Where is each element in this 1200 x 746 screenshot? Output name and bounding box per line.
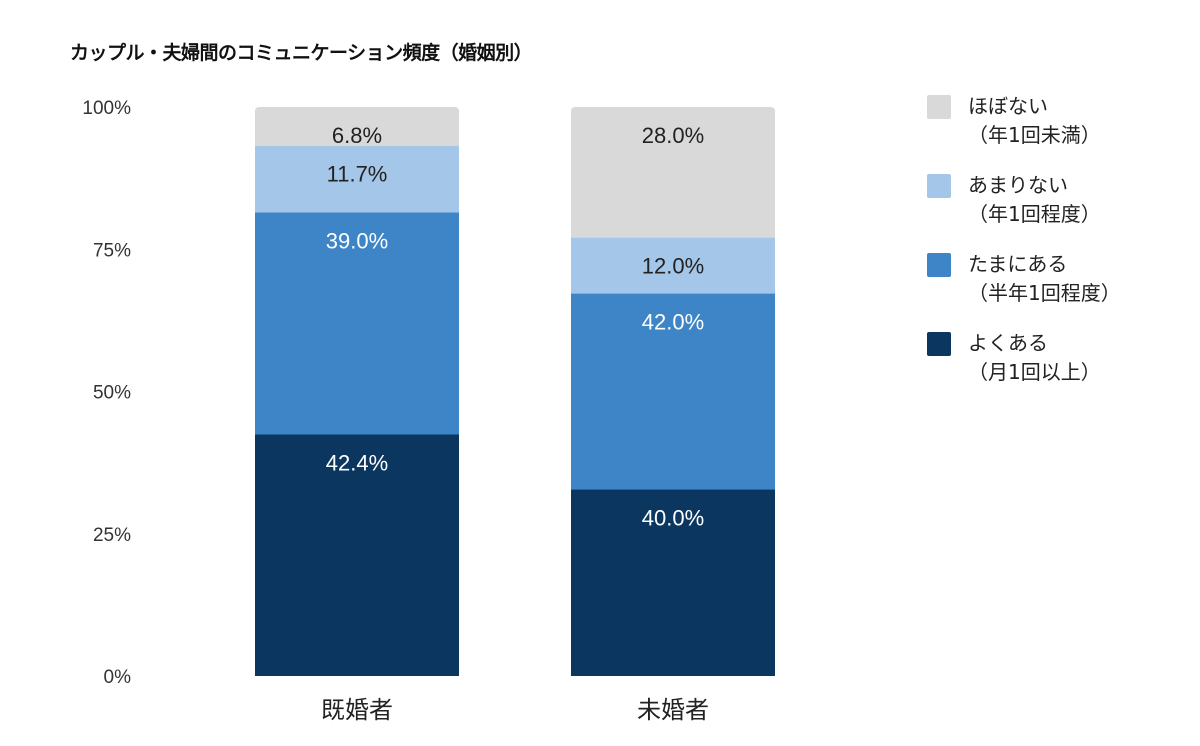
legend-label-main: よくある (968, 331, 1048, 355)
data-label: 42.0% (642, 310, 704, 335)
data-label: 42.4% (326, 451, 388, 476)
legend-label-main: ほぼない (968, 94, 1048, 118)
y-tick-label: 25% (93, 525, 131, 546)
y-tick-label: 100% (82, 98, 131, 119)
data-label: 40.0% (642, 505, 704, 530)
y-tick-label: 0% (104, 667, 132, 688)
legend-label-sub: （年1回未満） (968, 123, 1101, 147)
data-label: 39.0% (326, 228, 388, 253)
legend-label-main: たまにある (968, 252, 1068, 276)
x-category-label: 未婚者 (637, 696, 709, 724)
legend-swatch (927, 253, 951, 277)
chart-title: カップル・夫婦間のコミュニケーション頻度（婚姻別） (70, 42, 533, 64)
data-label: 28.0% (642, 123, 704, 148)
bar-segment (571, 489, 775, 676)
bar-segment (571, 237, 775, 294)
legend-label: たまにある （半年1回程度） (968, 250, 1121, 308)
data-label: 11.7% (327, 162, 388, 187)
legend-label-sub: （半年1回程度） (968, 281, 1121, 305)
x-category-label: 既婚者 (321, 696, 393, 724)
bar-segment (255, 212, 459, 435)
data-label: 12.0% (642, 254, 704, 279)
bar-segment (571, 293, 775, 490)
bar-segment (255, 145, 459, 213)
bar-segment (571, 107, 775, 238)
data-label: 6.8% (332, 123, 382, 148)
legend-label-sub: （月1回以上） (968, 360, 1101, 384)
y-tick-label: 75% (93, 240, 131, 261)
legend-label: よくある （月1回以上） (968, 329, 1101, 387)
legend-label: ほぼない （年1回未満） (968, 92, 1101, 150)
legend-swatch (927, 95, 951, 119)
bar-segment (255, 434, 459, 676)
legend-swatch (927, 332, 951, 356)
legend-label: あまりない （年1回程度） (968, 171, 1101, 229)
y-tick-label: 50% (93, 383, 131, 404)
bar-segment (255, 107, 459, 146)
legend-swatch (927, 174, 951, 198)
legend-label-sub: （年1回程度） (968, 202, 1101, 226)
legend-label-main: あまりない (968, 173, 1068, 197)
